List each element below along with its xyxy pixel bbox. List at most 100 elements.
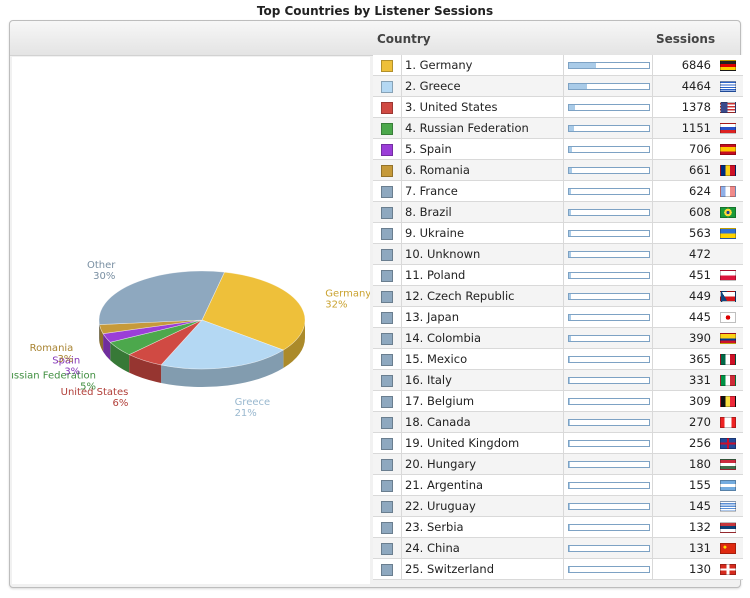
- flag-cell: [713, 201, 743, 223]
- session-bar-fill: [569, 167, 572, 173]
- pie-side-russian-federation: [110, 342, 130, 373]
- flag-cell: [713, 306, 743, 328]
- session-count: 1151: [652, 117, 713, 139]
- country-name: 16. Italy: [401, 369, 564, 391]
- russia-flag-icon: [720, 123, 736, 134]
- bar-cell: [563, 285, 653, 307]
- session-bar: [568, 502, 650, 510]
- table-row[interactable]: 5. Spain 706: [373, 138, 743, 160]
- table-row[interactable]: 1. Germany 6846: [373, 55, 743, 76]
- table-row[interactable]: 15. Mexico 365: [373, 348, 743, 370]
- pie-slice-other[interactable]: [98, 270, 225, 325]
- table-row[interactable]: 3. United States 1378: [373, 96, 743, 118]
- table-row[interactable]: 13. Japan 445: [373, 306, 743, 328]
- pie-label-united-states: United States: [61, 387, 129, 398]
- session-bar: [568, 565, 650, 573]
- session-bar-fill: [569, 188, 572, 194]
- swatch-cell: [373, 222, 402, 244]
- session-bar: [568, 103, 650, 111]
- hungary-flag-icon: [720, 459, 736, 470]
- color-swatch: [381, 185, 393, 198]
- table-row[interactable]: 10. Unknown 472: [373, 243, 743, 265]
- country-name: 20. Hungary: [401, 453, 564, 475]
- table-row[interactable]: 21. Argentina 155: [373, 474, 743, 496]
- greece-flag-icon: [720, 81, 736, 92]
- table-row[interactable]: 23. Serbia 132: [373, 516, 743, 538]
- table-row[interactable]: 17. Belgium 309: [373, 390, 743, 412]
- table-row[interactable]: 14. Colombia 390: [373, 327, 743, 349]
- pie-slice-germany[interactable]: [201, 271, 306, 351]
- session-bar-fill: [569, 209, 572, 215]
- session-bar: [568, 481, 650, 489]
- session-bar-fill: [569, 293, 571, 299]
- session-bar: [568, 229, 650, 237]
- table-row[interactable]: 2. Greece 4464: [373, 75, 743, 97]
- sessions-column-header[interactable]: Sessions: [656, 32, 716, 46]
- color-swatch: [381, 59, 393, 72]
- flag-cell: [713, 327, 743, 349]
- swatch-cell: [373, 348, 402, 370]
- japan-flag-icon: [720, 312, 736, 323]
- table-row[interactable]: 9. Ukraine 563: [373, 222, 743, 244]
- table-row[interactable]: 6. Romania 661: [373, 159, 743, 181]
- country-name: 22. Uruguay: [401, 495, 564, 517]
- table-row[interactable]: 7. France 624: [373, 180, 743, 202]
- session-bar-fill: [569, 125, 574, 131]
- session-count: 563: [652, 222, 713, 244]
- session-bar-fill: [569, 356, 571, 362]
- flag-cell: [713, 159, 743, 181]
- flag-cell: [713, 243, 743, 265]
- table-row[interactable]: 25. Switzerland 130: [373, 558, 743, 580]
- country-name: 7. France: [401, 180, 564, 202]
- swatch-cell: [373, 264, 402, 286]
- country-name: 17. Belgium: [401, 390, 564, 412]
- session-bar: [568, 544, 650, 552]
- flag-cell: [713, 180, 743, 202]
- session-bar-fill: [569, 335, 571, 341]
- colombia-flag-icon: [720, 333, 736, 344]
- bar-cell: [563, 453, 653, 475]
- table-row[interactable]: 16. Italy 331: [373, 369, 743, 391]
- table-row[interactable]: 19. United Kingdom 256: [373, 432, 743, 454]
- table-row[interactable]: 18. Canada 270: [373, 411, 743, 433]
- flag-cell: [713, 390, 743, 412]
- table-header: Country Sessions: [10, 21, 740, 56]
- session-bar: [568, 397, 650, 405]
- table-row[interactable]: 20. Hungary 180: [373, 453, 743, 475]
- table-row[interactable]: 24. China 131: [373, 537, 743, 559]
- session-bar: [568, 82, 650, 90]
- bar-cell: [563, 516, 653, 538]
- table-row[interactable]: 12. Czech Republic 449: [373, 285, 743, 307]
- pie-label-spain: Spain: [52, 355, 80, 366]
- table-row[interactable]: 11. Poland 451: [373, 264, 743, 286]
- session-count: 661: [652, 159, 713, 181]
- country-name: 19. United Kingdom: [401, 432, 564, 454]
- usa-flag-icon: [720, 102, 736, 113]
- table-row[interactable]: 22. Uruguay 145: [373, 495, 743, 517]
- flag-cell: [713, 537, 743, 559]
- session-count: 331: [652, 369, 713, 391]
- table-row[interactable]: 4. Russian Federation 1151: [373, 117, 743, 139]
- color-swatch: [381, 143, 393, 156]
- flag-cell: [713, 474, 743, 496]
- table-row[interactable]: 8. Brazil 608: [373, 201, 743, 223]
- session-count: 451: [652, 264, 713, 286]
- pie-slice-greece[interactable]: [160, 319, 285, 370]
- country-column-header[interactable]: Country: [377, 32, 431, 46]
- session-bar: [568, 61, 650, 69]
- color-swatch: [381, 227, 393, 240]
- session-count: 449: [652, 285, 713, 307]
- country-name: 10. Unknown: [401, 243, 564, 265]
- country-table-wrap: 1. Germany 6846 2. Greece 4464 3. United Sta…: [373, 55, 743, 580]
- session-bar: [568, 439, 650, 447]
- bar-cell: [563, 201, 653, 223]
- country-name: 9. Ukraine: [401, 222, 564, 244]
- spain-flag-icon: [720, 144, 736, 155]
- flag-cell: [713, 117, 743, 139]
- flag-cell: [713, 138, 743, 160]
- country-name: 2. Greece: [401, 75, 564, 97]
- session-count: 130: [652, 558, 713, 580]
- flag-cell: [713, 55, 743, 76]
- color-swatch: [381, 437, 393, 450]
- session-count: 309: [652, 390, 713, 412]
